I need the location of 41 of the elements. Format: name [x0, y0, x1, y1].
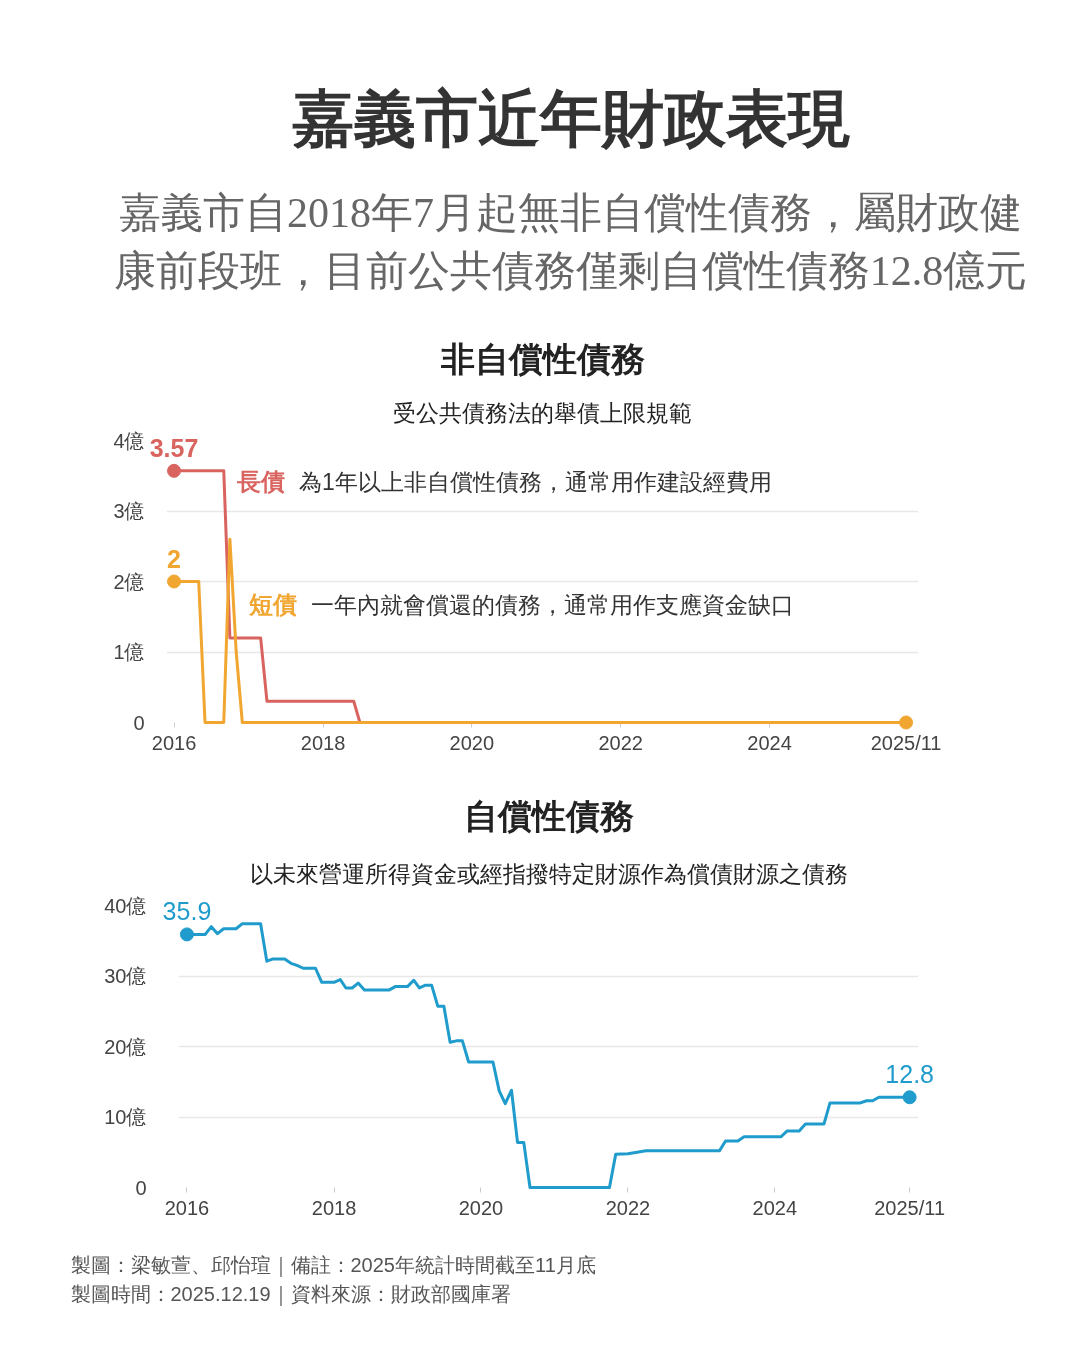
y-tick-label: 2億: [113, 570, 145, 593]
y-tick-label: 30億: [104, 965, 147, 987]
chart-title: 自償性債務: [463, 797, 634, 835]
point: [167, 574, 182, 589]
data-label: 3.57: [149, 433, 199, 462]
y-tick-label: 10億: [104, 1106, 147, 1128]
x-tick-label: 2024: [747, 731, 792, 754]
x-tick-label: 2018: [311, 1196, 357, 1219]
data-label: 2: [167, 544, 181, 573]
y-tick-label: 0: [135, 1176, 147, 1199]
series-label: 長債: [236, 468, 286, 496]
y-tick-label: 1億: [113, 641, 145, 663]
x-tick-label: 2022: [598, 731, 644, 754]
series-label: 短債: [248, 591, 298, 618]
x-tick-label: 2020: [458, 1196, 504, 1219]
data-label: 35.9: [162, 897, 212, 926]
y-tick-label: 0: [133, 711, 145, 734]
data-label: 12.8: [885, 1060, 934, 1089]
x-tick-label: 2025/11: [870, 731, 942, 754]
y-tick-label: 3億: [113, 500, 145, 522]
text: 嘉義市近年財政表現: [291, 84, 850, 153]
y-tick-label: 20億: [104, 1035, 147, 1058]
y-tick-label: 40億: [104, 894, 147, 917]
y-tick-label: 4億: [113, 429, 145, 452]
x-tick-label: 2016: [164, 1196, 210, 1219]
point: [167, 463, 182, 478]
x-tick-label: 2020: [449, 731, 495, 754]
chart-title: 非自償性債務: [439, 340, 645, 378]
x-tick-label: 2024: [752, 1196, 798, 1219]
text: 嘉義市自2018年7月起無非自償性債務，屬財政健康前段班，目前公共債務僅剩自償性債務12.8億元: [113, 189, 1028, 294]
annotation: 為1年以上非自償性債務，通常用作建設經費用: [299, 468, 772, 495]
x-tick-label: 2025/11: [874, 1196, 946, 1219]
text: 製圖時間：2025.12.19｜資料來源：財政部國庫署: [70, 1282, 511, 1306]
point: [899, 715, 914, 730]
x-tick-label: 2022: [605, 1196, 651, 1219]
chart-subtitle: 受公共債務法的舉債上限規範: [393, 399, 692, 426]
annotation: 一年內就會償還的債務，通常用作支應資金缺口: [311, 591, 795, 618]
text: 製圖：梁敏萱、邱怡瑄｜備註：2025年統計時間截至11月底: [70, 1253, 596, 1277]
chart-subtitle: 以未來營運所得資金或經指撥特定財源作為償債財源之債務: [249, 860, 848, 887]
x-tick-label: 2018: [300, 731, 346, 754]
x-tick-label: 2016: [151, 731, 197, 754]
